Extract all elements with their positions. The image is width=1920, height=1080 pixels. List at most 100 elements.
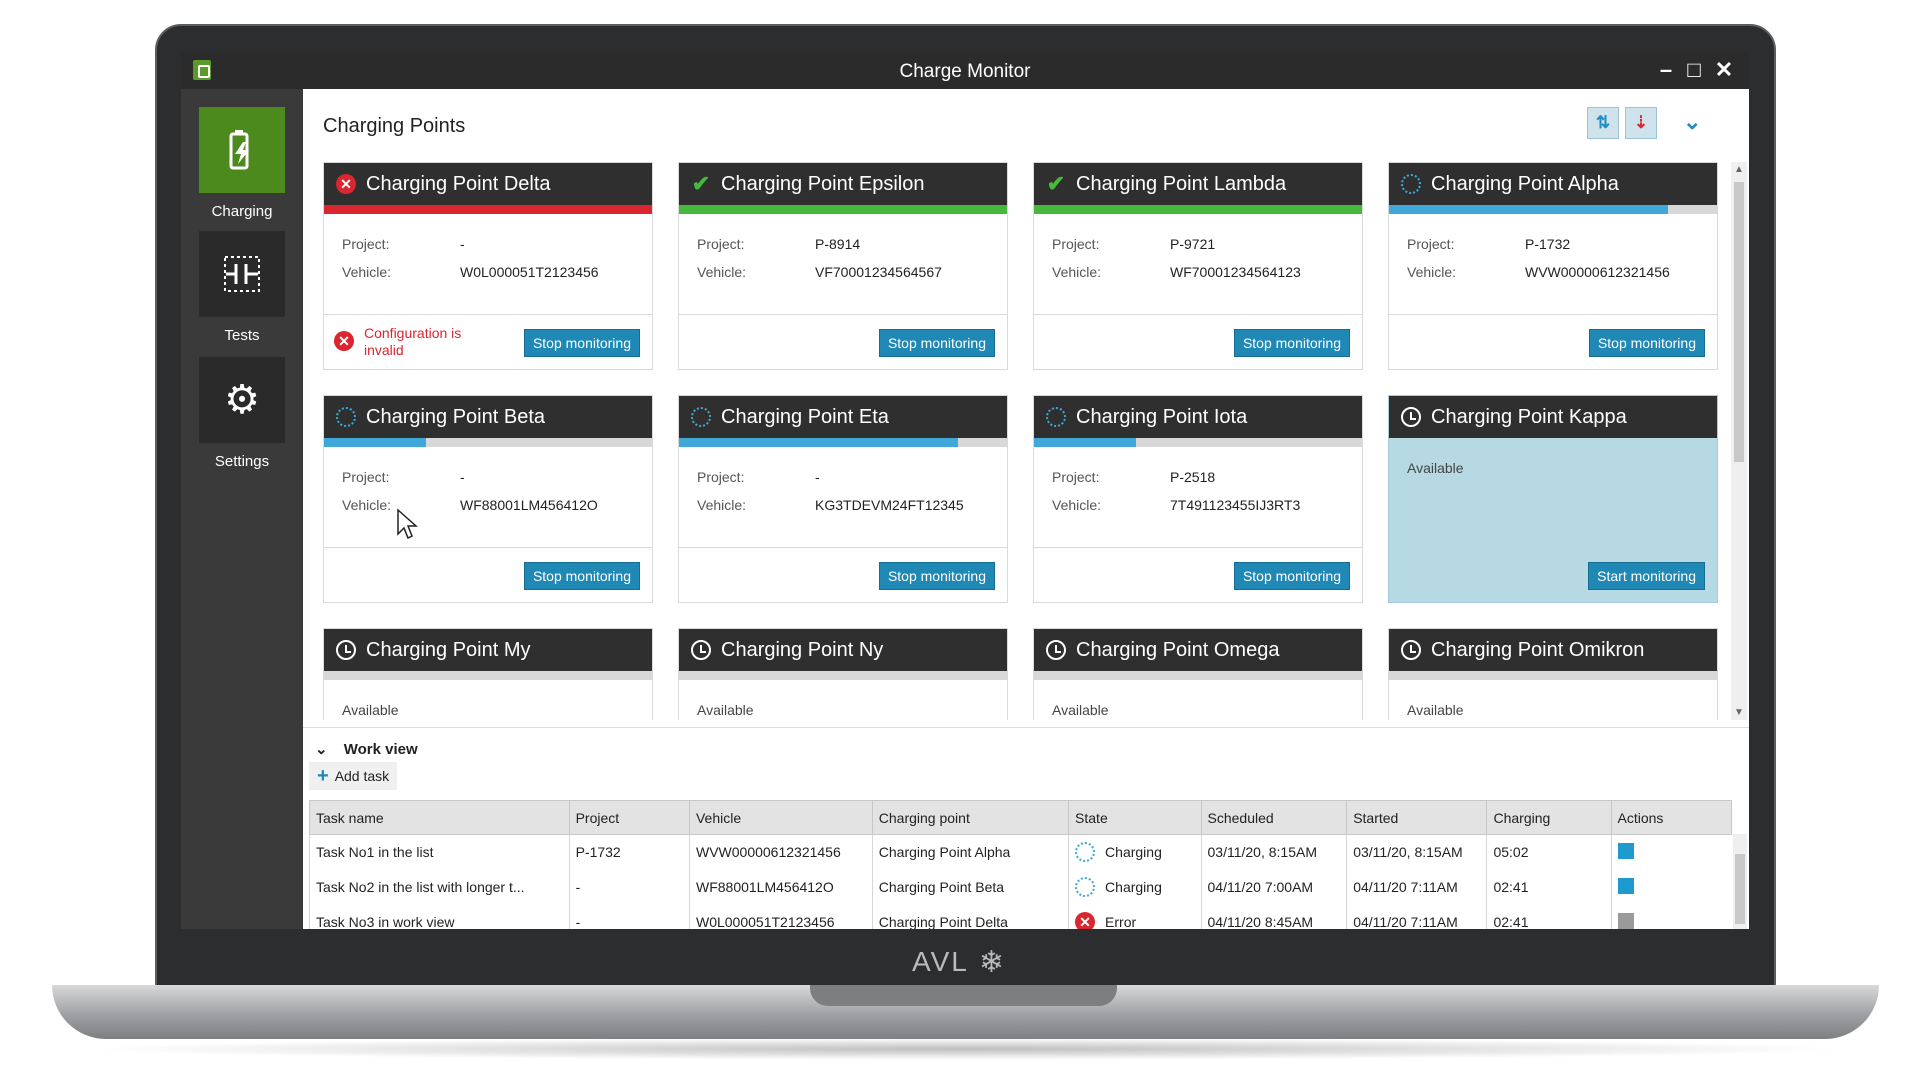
nav-tile-settings[interactable]: ⚙ [199,357,285,443]
nav-tile-tests[interactable] [199,231,285,317]
tests-icon [224,256,260,292]
stop-monitoring-button[interactable]: Stop monitoring [878,562,995,590]
cell-charging: 05:02 [1486,834,1611,870]
column-header-task-name[interactable]: Task name [309,800,570,835]
sidebar-item-settings[interactable]: ⚙ Settings [199,357,285,470]
column-header-vehicle[interactable]: Vehicle [688,800,873,835]
cell-started: 03/11/20, 8:15AM [1346,834,1487,870]
collapse-all-icon[interactable]: ⌄ [1683,109,1702,134]
scrollbar-thumb[interactable] [1735,854,1745,924]
scroll-up-icon[interactable]: ▲ [1734,164,1744,175]
card-lambda[interactable]: ✔ Charging Point Lambda Project: P-9721 V… [1033,162,1363,370]
scrollbar-thumb[interactable] [1734,182,1744,462]
card-header: Charging Point Omega [1034,629,1362,671]
nav-tile-charging[interactable] [199,107,285,193]
project-label: Project: [697,469,745,485]
card-omega[interactable]: Charging Point Omega Available [1033,628,1363,720]
vehicle-label: Vehicle: [342,497,392,513]
progress-fill [679,438,958,447]
card-epsilon[interactable]: ✔ Charging Point Epsilon Project: P-8914 … [678,162,1008,370]
card-my[interactable]: Charging Point My Available [323,628,653,720]
card-title: Charging Point My [366,638,531,661]
column-header-actions[interactable]: Actions [1610,800,1732,835]
minimize-button[interactable]: – [1659,57,1673,82]
stop-monitoring-button[interactable]: Stop monitoring [1233,329,1350,357]
progress-fill [679,205,1007,214]
stop-task-icon[interactable] [1617,877,1634,894]
card-iota[interactable]: Charging Point Iota Project: P-2518 Vehic… [1033,395,1363,603]
card-eta[interactable]: Charging Point Eta Project: - Vehicle: KG3… [678,395,1008,603]
charging-spinner-icon [1075,842,1096,863]
clock-icon [336,640,356,660]
app-window: Charge Monitor – □ ✕ Charging [181,53,1749,929]
stop-monitoring-button[interactable]: Stop monitoring [523,329,640,357]
card-title: Charging Point Iota [1076,405,1248,428]
stop-monitoring-button[interactable]: Stop monitoring [523,562,640,590]
progress-bar [324,671,652,680]
close-button[interactable]: ✕ [1714,57,1734,82]
column-header-project[interactable]: Project [568,800,690,835]
cell-vehicle: WF88001LM456412O [688,869,873,905]
mouse-cursor-icon [397,508,418,540]
vehicle-label: Vehicle: [1407,264,1457,280]
column-header-charging[interactable]: Charging [1486,800,1612,835]
card-beta[interactable]: Charging Point Beta Project: - Vehicle: WF… [323,395,653,603]
work-view-panel: ⌄ Work view + Add task Task name Project… [303,727,1749,929]
sidebar-label-settings: Settings [214,453,270,470]
stop-monitoring-button[interactable]: Stop monitoring [1588,329,1705,357]
column-header-charging-point[interactable]: Charging point [871,800,1070,835]
availability-text: Available [1052,702,1109,718]
progress-fill [324,438,426,447]
sidebar-label-tests: Tests [224,327,260,344]
card-header: Charging Point Alpha [1389,163,1717,205]
card-alpha[interactable]: Charging Point Alpha Project: P-1732 Vehi… [1388,162,1718,370]
scroll-down-icon[interactable]: ▼ [1734,707,1744,718]
card-header: Charging Point Omikron [1389,629,1717,671]
error-icon: ✕ [336,174,356,194]
charging-spinner-icon [1401,174,1421,194]
cell-actions [1610,834,1732,870]
stop-monitoring-button[interactable]: Stop monitoring [1233,562,1350,590]
error-icon: ✕ [1075,912,1096,929]
stop-task-icon[interactable] [1617,912,1634,929]
sidebar-item-tests[interactable]: Tests [199,231,285,344]
availability-text: Available [697,702,754,718]
card-body: Available [1389,680,1717,720]
add-task-button[interactable]: + Add task [309,762,398,790]
grid-scrollbar[interactable]: ▲ ▼ [1731,162,1747,720]
card-omikron[interactable]: Charging Point Omikron Available [1388,628,1718,720]
page-title: Charging Points [323,115,466,137]
card-divider [1034,314,1362,315]
card-ny[interactable]: Charging Point Ny Available [678,628,1008,720]
state-text: Charging [1105,844,1162,861]
table-row[interactable]: Task No3 in work view - W0L000051T212345… [309,904,1732,929]
battery-charging-icon [229,130,249,170]
sidebar-item-charging[interactable]: Charging [199,107,285,220]
sort-status-button[interactable]: ⇣ [1625,107,1657,139]
table-row[interactable]: Task No1 in the list P-1732 WVW000006123… [309,834,1732,870]
column-header-started[interactable]: Started [1346,800,1488,835]
snowflake-icon: ❄ [978,945,1006,979]
column-header-scheduled[interactable]: Scheduled [1200,800,1348,835]
task-table: Task name Project Vehicle Charging point… [309,800,1732,929]
work-view-header[interactable]: ⌄ Work view [315,740,418,758]
column-header-state[interactable]: State [1068,800,1202,835]
card-header: Charging Point Kappa [1389,396,1717,438]
start-monitoring-button[interactable]: Start monitoring [1588,562,1705,590]
card-delta[interactable]: ✕ Charging Point Delta Project: - Vehicle… [323,162,653,370]
error-message: ✕ Configuration is invalid [334,325,494,359]
card-body: Project: P-8914 Vehicle: VF70001234564567 [679,214,1007,314]
cell-scheduled: 04/11/20 7:00AM [1200,869,1347,905]
stop-task-icon[interactable] [1617,842,1634,859]
cell-task-name: Task No3 in work view [309,904,570,929]
table-scrollbar[interactable] [1733,834,1747,929]
stop-monitoring-button[interactable]: Stop monitoring [878,329,995,357]
maximize-button[interactable]: □ [1687,57,1701,82]
card-divider [679,314,1007,315]
sort-ascending-button[interactable]: ⇅ [1587,107,1619,139]
clock-icon [1401,640,1421,660]
project-label: Project: [1052,469,1100,485]
table-row[interactable]: Task No2 in the list with longer t... - … [309,869,1732,905]
card-divider [324,314,652,315]
card-kappa[interactable]: Charging Point Kappa Available Start mon… [1388,395,1718,603]
